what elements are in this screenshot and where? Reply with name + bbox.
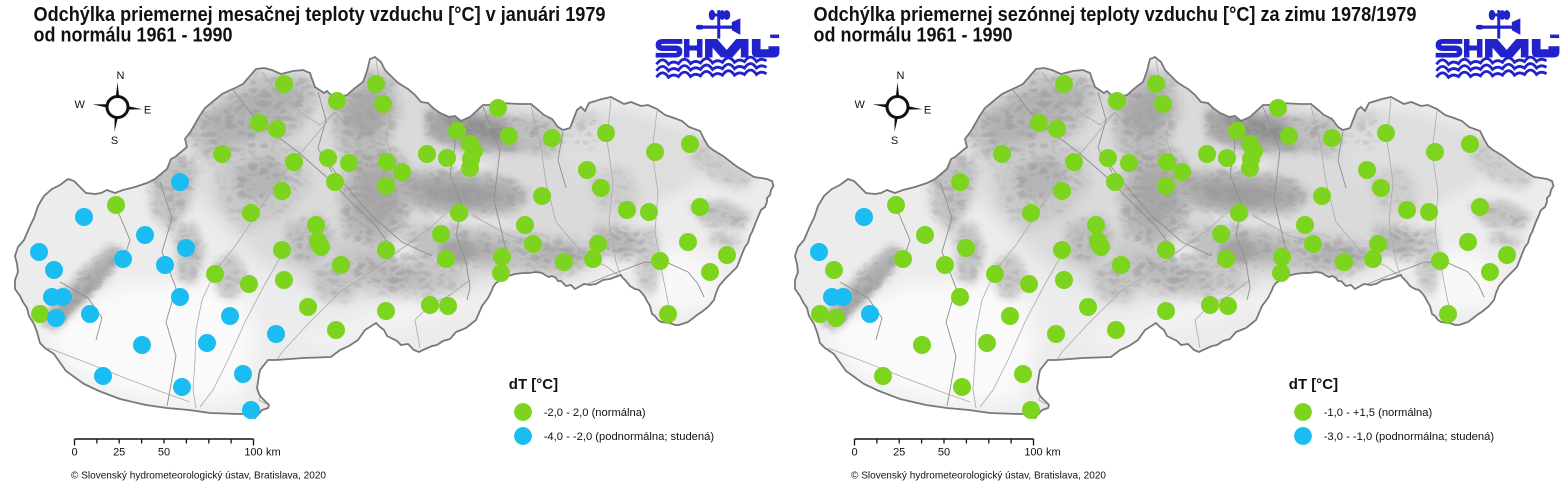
svg-text:-2,0 - 2,0 (normálna): -2,0 - 2,0 (normálna) [544, 407, 646, 419]
svg-text:25: 25 [113, 447, 125, 459]
svg-text:Odchýlka priemernej mesačnej t: Odchýlka priemernej mesačnej teploty vzd… [34, 4, 606, 26]
svg-text:© Slovenský hydrometeorologick: © Slovenský hydrometeorologický ústav, B… [851, 470, 1106, 482]
svg-text:Odchýlka priemernej sezónnej t: Odchýlka priemernej sezónnej teploty vzd… [814, 4, 1417, 26]
svg-text:0: 0 [851, 447, 857, 459]
svg-text:100: 100 [244, 447, 262, 459]
svg-text:od normálu 1961 - 1990: od normálu 1961 - 1990 [34, 25, 233, 47]
svg-text:dT [°C]: dT [°C] [1289, 376, 1338, 393]
svg-text:50: 50 [938, 447, 950, 459]
svg-text:E: E [144, 105, 151, 117]
svg-text:50: 50 [158, 447, 170, 459]
svg-text:S: S [891, 135, 898, 147]
svg-text:-3,0 - -1,0 (podnormálna; stud: -3,0 - -1,0 (podnormálna; studená) [1324, 431, 1495, 443]
svg-text:dT [°C]: dT [°C] [509, 376, 558, 393]
svg-text:-1,0 - +1,5 (normálna): -1,0 - +1,5 (normálna) [1324, 407, 1433, 419]
svg-text:km: km [266, 447, 281, 459]
svg-text:N: N [897, 70, 905, 82]
svg-text:0: 0 [71, 447, 77, 459]
svg-text:25: 25 [893, 447, 905, 459]
svg-text:N: N [117, 70, 125, 82]
svg-text:od normálu 1961 - 1990: od normálu 1961 - 1990 [814, 25, 1013, 47]
svg-text:W: W [75, 99, 86, 111]
svg-text:E: E [924, 105, 931, 117]
svg-text:W: W [855, 99, 866, 111]
svg-text:S: S [111, 135, 118, 147]
svg-text:© Slovenský hydrometeorologick: © Slovenský hydrometeorologický ústav, B… [71, 470, 326, 482]
svg-text:km: km [1046, 447, 1061, 459]
svg-text:100: 100 [1024, 447, 1042, 459]
svg-text:-4,0 - -2,0 (podnormálna; stud: -4,0 - -2,0 (podnormálna; studená) [544, 431, 715, 443]
